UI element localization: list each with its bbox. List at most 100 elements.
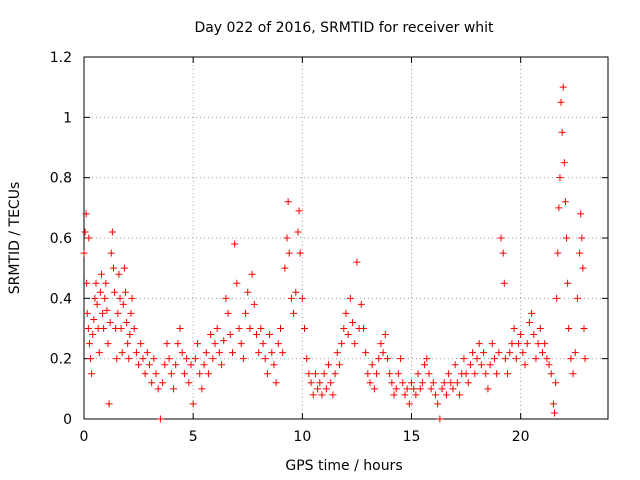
data-points — [80, 83, 589, 423]
data-point — [109, 264, 117, 272]
x-tick-label: 5 — [189, 429, 198, 445]
data-point — [501, 355, 509, 363]
data-point — [167, 370, 175, 378]
data-point — [252, 331, 260, 339]
data-point — [473, 355, 481, 363]
data-point — [425, 370, 433, 378]
data-point — [432, 391, 440, 399]
data-point — [381, 331, 389, 339]
data-point — [295, 207, 303, 215]
data-point — [375, 355, 383, 363]
x-tick-label: 20 — [512, 429, 530, 445]
data-point — [233, 279, 241, 287]
data-point — [519, 349, 527, 357]
data-point — [207, 331, 215, 339]
data-point — [497, 234, 505, 242]
data-point — [392, 385, 400, 393]
data-point — [464, 379, 472, 387]
data-point — [95, 349, 103, 357]
data-point — [128, 294, 136, 302]
data-point — [453, 379, 461, 387]
data-point — [204, 370, 212, 378]
data-point — [303, 355, 311, 363]
data-point — [150, 355, 158, 363]
data-point — [421, 361, 429, 369]
data-point — [185, 379, 193, 387]
data-point — [250, 300, 258, 308]
data-point — [551, 409, 559, 417]
data-point — [543, 355, 551, 363]
data-point — [259, 340, 267, 348]
data-point — [183, 355, 191, 363]
data-point — [274, 340, 282, 348]
data-point — [408, 379, 415, 387]
data-point — [578, 234, 586, 242]
data-point — [141, 370, 149, 378]
data-point — [559, 83, 567, 91]
data-point — [106, 318, 114, 326]
data-point — [405, 400, 413, 408]
data-point — [466, 361, 474, 369]
data-point — [115, 270, 123, 278]
data-point — [573, 294, 581, 302]
data-point — [103, 306, 111, 314]
data-point — [388, 379, 396, 387]
data-point — [379, 349, 387, 357]
data-point — [261, 355, 269, 363]
data-point — [549, 400, 557, 408]
data-point — [143, 349, 151, 357]
data-point — [163, 340, 171, 348]
data-point — [266, 331, 274, 339]
data-point — [178, 349, 186, 357]
data-point — [480, 349, 488, 357]
data-point — [366, 379, 374, 387]
data-point — [571, 349, 579, 357]
data-point — [353, 258, 361, 266]
x-tick-label: 10 — [293, 429, 311, 445]
data-point — [523, 340, 531, 348]
data-point — [100, 325, 108, 332]
data-point — [580, 325, 588, 332]
data-point — [91, 294, 99, 302]
data-point — [124, 340, 132, 348]
data-point — [298, 294, 306, 302]
data-point — [235, 325, 243, 332]
data-point — [89, 331, 97, 339]
data-point — [471, 370, 479, 378]
x-tick-label: 0 — [80, 429, 89, 445]
data-point — [121, 288, 129, 296]
data-point — [148, 379, 156, 387]
y-tick-label: 0 — [63, 412, 72, 428]
data-point — [449, 385, 457, 393]
data-point — [294, 228, 302, 236]
data-point — [130, 325, 138, 332]
data-point — [314, 385, 322, 393]
data-point — [445, 370, 453, 378]
data-point — [394, 370, 402, 378]
data-point — [442, 391, 450, 399]
data-point — [322, 385, 330, 393]
data-point — [510, 325, 518, 332]
data-point — [340, 325, 348, 332]
data-point — [499, 249, 507, 257]
data-point — [552, 379, 560, 387]
data-point — [187, 361, 195, 369]
y-tick-label: 0.2 — [50, 352, 72, 368]
data-point — [189, 400, 197, 408]
data-point — [213, 325, 221, 332]
data-point — [534, 340, 542, 348]
data-point — [436, 415, 444, 423]
data-point — [277, 325, 284, 332]
x-tick-labels: 0 5 10 15 20 — [80, 429, 530, 445]
y-tick-label: 1 — [63, 110, 72, 126]
data-point — [116, 294, 124, 302]
data-point — [111, 288, 119, 296]
data-point — [447, 379, 455, 387]
data-point — [493, 370, 501, 378]
data-point — [194, 340, 202, 348]
data-point — [105, 400, 113, 408]
data-point — [525, 318, 533, 326]
data-point — [174, 340, 182, 348]
data-point — [434, 400, 442, 408]
data-point — [119, 300, 127, 308]
